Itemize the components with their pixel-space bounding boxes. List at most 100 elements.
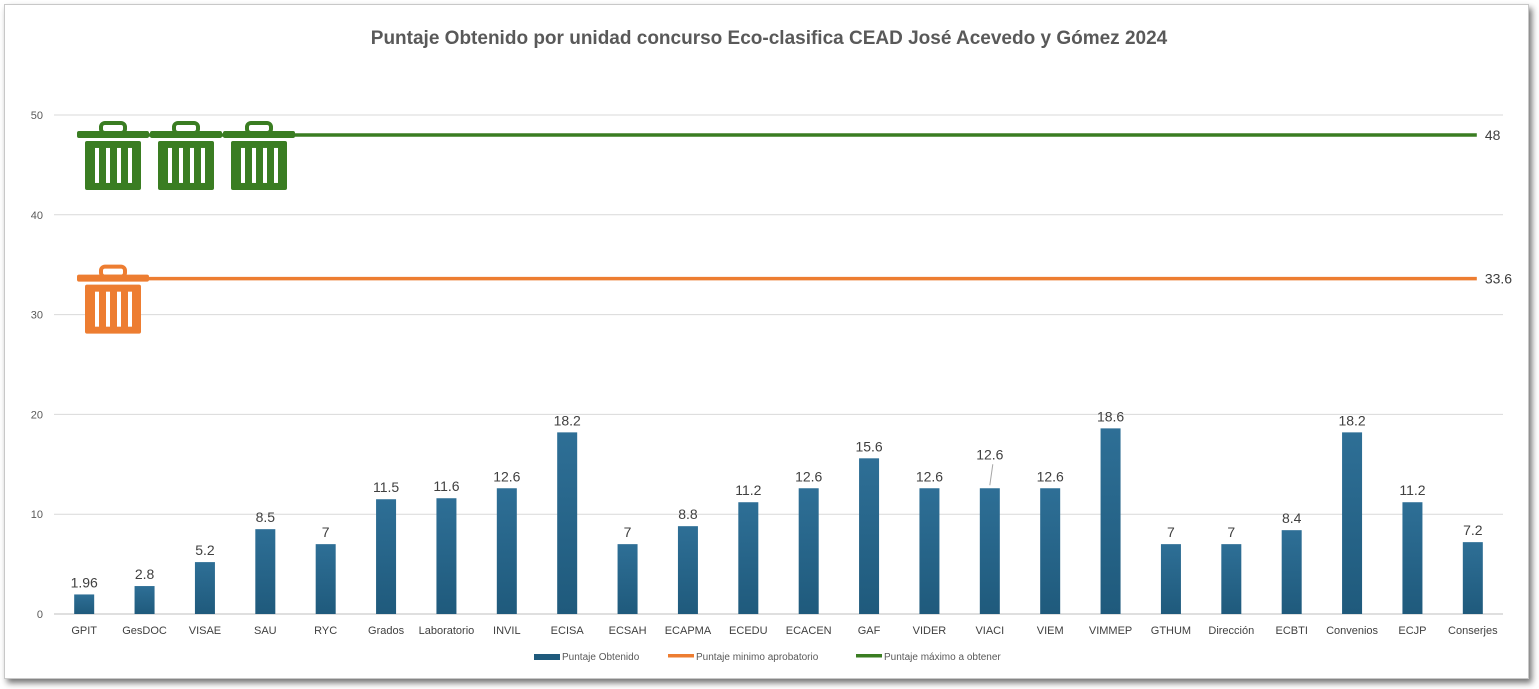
gridlines (54, 114, 1503, 615)
data-label: 7.2 (1463, 522, 1483, 538)
x-category-label: SAU (254, 625, 277, 637)
bar (1100, 428, 1121, 614)
bar (1462, 542, 1483, 614)
bar (557, 432, 578, 614)
y-tick-label: 20 (31, 409, 43, 421)
x-category-label: ECISA (551, 625, 585, 637)
x-category-label: VIDER (913, 625, 947, 637)
data-label: 11.2 (1399, 482, 1425, 498)
bar (1342, 432, 1363, 614)
bar (738, 502, 759, 614)
data-label: 11.6 (433, 478, 459, 494)
x-category-label: GAF (858, 625, 881, 637)
y-tick-label: 40 (31, 210, 43, 222)
x-category-label: Grados (368, 625, 405, 637)
legend-label: Puntaje máximo a obtener (884, 652, 1001, 663)
bar (798, 488, 819, 614)
y-tick-label: 50 (31, 110, 43, 122)
data-label: 12.6 (493, 468, 520, 484)
data-label: 11.5 (373, 479, 399, 495)
data-label: 18.2 (554, 412, 581, 428)
bin-icons (77, 120, 295, 334)
data-label: 11.2 (735, 482, 761, 498)
x-category-label: GTHUM (1151, 625, 1191, 637)
data-label: 7 (1167, 524, 1175, 540)
bar (496, 488, 517, 614)
legend-item: Puntaje máximo a obtener (856, 652, 1001, 663)
trash-bin-icon (77, 264, 149, 334)
bar (74, 594, 95, 614)
y-axis-ticks: 0 10 20 30 40 50 (31, 110, 43, 621)
bar (1040, 488, 1061, 614)
bar (1221, 544, 1242, 614)
legend-item: Puntaje minimo aprobatorio (668, 652, 819, 663)
data-label: 1.96 (71, 574, 98, 590)
data-label: 7 (1227, 524, 1235, 540)
x-category-label: Dirección (1208, 625, 1254, 637)
x-category-label: VIACI (975, 625, 1004, 637)
legend: Puntaje Obtenido Puntaje minimo aprobator… (534, 652, 1001, 663)
x-category-label: ECAPMA (665, 625, 712, 637)
trash-bin-icon (223, 120, 295, 190)
x-category-label: GPIT (71, 625, 97, 637)
x-category-label: Conserjes (1448, 625, 1498, 637)
bar (436, 498, 457, 614)
trash-bin-icon (150, 120, 222, 190)
bar (919, 488, 940, 614)
data-label: 15.6 (855, 438, 882, 454)
leader-line (989, 464, 994, 486)
chart-title: Puntaje Obtenido por unidad concurso Eco… (371, 28, 1168, 49)
x-category-label: ECACEN (786, 625, 832, 637)
bar (134, 586, 155, 614)
x-axis-labels: GPIT GesDOC VISAE SAU RYC Grados Laboratorio IN… (71, 625, 1498, 637)
data-label: 5.2 (195, 542, 215, 558)
x-category-label: Convenios (1326, 625, 1378, 637)
data-label: 2.8 (135, 566, 155, 582)
bar (677, 526, 698, 614)
x-category-label: ECJP (1398, 625, 1426, 637)
legend-swatch (856, 654, 882, 658)
legend-label: Puntaje Obtenido (562, 652, 640, 663)
data-label: 12.6 (976, 446, 1003, 462)
data-label: 7 (624, 524, 632, 540)
x-category-label: ECEDU (729, 625, 768, 637)
data-label: 8.5 (256, 509, 276, 525)
x-category-label: RYC (314, 625, 337, 637)
x-category-label: VIMMEP (1089, 625, 1132, 637)
reference-line-value: 48 (1485, 127, 1501, 143)
y-tick-label: 0 (37, 609, 43, 621)
y-tick-label: 30 (31, 310, 43, 322)
legend-label: Puntaje minimo aprobatorio (696, 652, 819, 663)
bar (376, 499, 397, 614)
x-category-label: ECBTI (1275, 625, 1307, 637)
bar (859, 458, 880, 614)
data-label: 18.6 (1097, 408, 1124, 424)
data-label: 8.4 (1282, 510, 1302, 526)
data-label: 12.6 (1037, 468, 1064, 484)
legend-swatch (534, 654, 560, 660)
bar (315, 544, 336, 614)
x-category-label: GesDOC (122, 625, 167, 637)
bar (1402, 502, 1423, 614)
x-category-label: Laboratorio (419, 625, 475, 637)
legend-swatch (668, 654, 694, 658)
bar (1281, 530, 1302, 614)
data-label: 12.6 (795, 468, 822, 484)
x-category-label: VIEM (1037, 625, 1064, 637)
trash-bin-icon (77, 120, 149, 190)
data-label: 7 (322, 524, 330, 540)
bar (255, 529, 276, 614)
data-label: 12.6 (916, 468, 943, 484)
reference-lines: 33.6 48 (78, 127, 1512, 287)
data-label: 18.2 (1338, 412, 1365, 428)
bar (194, 562, 215, 614)
data-label: 8.8 (678, 506, 698, 522)
bar (979, 488, 1000, 614)
y-tick-label: 10 (31, 509, 43, 521)
legend-item: Puntaje Obtenido (534, 652, 640, 663)
x-category-label: VISAE (189, 625, 221, 637)
bar (1160, 544, 1181, 614)
reference-line-value: 33.6 (1485, 271, 1512, 287)
x-category-label: ECSAH (609, 625, 647, 637)
